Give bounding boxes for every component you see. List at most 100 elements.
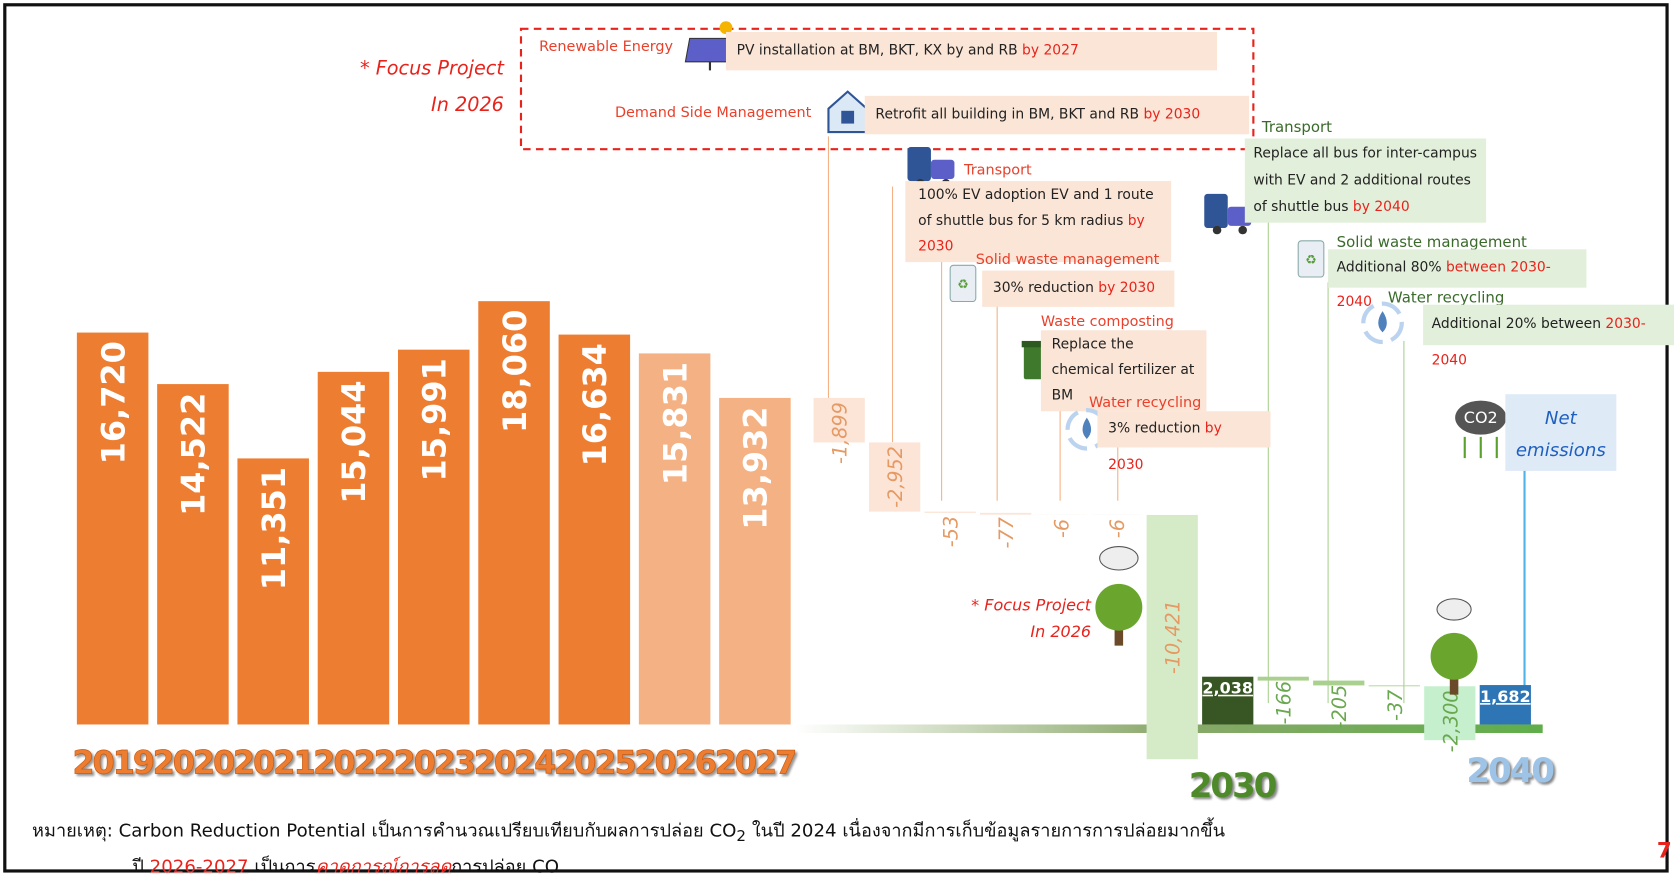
x-tick-label: 2025 bbox=[554, 744, 635, 782]
highlight: 2030-2040 bbox=[1431, 316, 1646, 369]
bar bbox=[76, 332, 149, 725]
note-text: หมายเหตุ: Carbon Reduction Potential เป็… bbox=[32, 820, 737, 842]
annotation-title: Renewable Energy bbox=[539, 34, 673, 61]
x-tick-label: 2040 bbox=[1466, 751, 1554, 791]
annotation-box: Additional 80% between 2030-2040 bbox=[1328, 249, 1587, 310]
value-label: 16,720 bbox=[94, 341, 132, 464]
annotation-title: Demand Side Management bbox=[615, 100, 811, 127]
bar bbox=[719, 397, 791, 725]
step-label: -53 bbox=[940, 516, 963, 547]
value-label: 11,351 bbox=[255, 467, 293, 590]
x-tick-label: 2024 bbox=[474, 744, 555, 782]
focus-text: * Focus Project bbox=[971, 595, 1092, 615]
annotation-title: Transport bbox=[1262, 115, 1332, 142]
step-label: -2,300 bbox=[1439, 691, 1462, 753]
highlight: by 2040 bbox=[1352, 199, 1410, 216]
total-bar bbox=[1202, 676, 1254, 725]
x-tick-label: 2021 bbox=[233, 744, 314, 782]
frame bbox=[3, 3, 1669, 873]
text: Replace the chemical fertilizer at BM bbox=[1051, 336, 1195, 404]
annotation-box: 30% reduction by 2030 bbox=[982, 270, 1175, 307]
tree-icon bbox=[1095, 546, 1143, 646]
focus-text: In 2026 bbox=[431, 93, 504, 117]
annotation-box: Retrofit all building in BM, BKT and RB … bbox=[864, 95, 1250, 135]
step-label: -1,899 bbox=[829, 402, 852, 464]
bar bbox=[478, 301, 550, 725]
value-label: 14,522 bbox=[175, 393, 213, 516]
net-text: Net emissions bbox=[1515, 408, 1606, 462]
highlight: by 2030 bbox=[1098, 280, 1156, 297]
text: 100% EV adoption EV and 1 route of shutt… bbox=[918, 187, 1154, 230]
x-tick-label: 2019 bbox=[72, 744, 153, 782]
co2-text: CO2 bbox=[1464, 408, 1498, 427]
x-tick-label: 2022 bbox=[313, 744, 394, 782]
title: Transport bbox=[964, 161, 1032, 179]
total-value-label: 2,038 bbox=[1202, 679, 1253, 698]
total-bar bbox=[1479, 685, 1531, 725]
note-line: หมายเหตุ: Carbon Reduction Potential เป็… bbox=[32, 816, 1225, 845]
note-text: ปี bbox=[132, 856, 150, 874]
step-label: -6 bbox=[1051, 519, 1074, 538]
annotation-box: Replace the chemical fertilizer at BM bbox=[1040, 330, 1207, 412]
x-tick-label: 2026 bbox=[634, 744, 715, 782]
tree-icon bbox=[1430, 598, 1478, 695]
highlight: by 2030 bbox=[918, 213, 1145, 255]
water-icon bbox=[1361, 301, 1404, 345]
note-text: ในปี 2024 เนื่องจากมีการเก็บข้อมูลรายการ… bbox=[746, 820, 1226, 842]
value-label: 15,991 bbox=[415, 358, 453, 481]
text: 30% reduction bbox=[992, 280, 1099, 297]
value-label: 16,634 bbox=[576, 343, 614, 466]
text: Additional 80% bbox=[1336, 259, 1446, 276]
annotation-title: Solid waste management bbox=[1337, 230, 1527, 257]
note-text: การปล่อย CO bbox=[451, 856, 560, 874]
svg-text:♻: ♻ bbox=[957, 278, 968, 293]
text: Replace all bus for inter-campus with EV… bbox=[1253, 145, 1478, 216]
highlight: by 2030 bbox=[1143, 106, 1201, 123]
annotation-title: Water recycling bbox=[1089, 390, 1201, 417]
focus-text: * Focus Project bbox=[359, 57, 504, 80]
step-label: -77 bbox=[995, 516, 1018, 548]
x-tick-label: 2020 bbox=[153, 744, 234, 782]
step-label: -10,421 bbox=[1162, 600, 1185, 674]
step-label: -205 bbox=[1328, 685, 1351, 729]
svg-text:♻: ♻ bbox=[1305, 253, 1316, 268]
text: 3% reduction bbox=[1108, 420, 1205, 437]
bin-icon: ♻ bbox=[949, 264, 977, 303]
bar bbox=[157, 384, 229, 725]
step-bar bbox=[813, 397, 865, 443]
step-label: -6 bbox=[1106, 519, 1129, 538]
solar-icon bbox=[684, 21, 736, 71]
note-sub: 2 bbox=[736, 828, 747, 846]
annotation-box: 100% EV adoption EV and 1 route of shutt… bbox=[905, 181, 1172, 263]
annotation-title: Transport bbox=[964, 158, 1032, 185]
value-label: 13,932 bbox=[737, 406, 775, 529]
text: Retrofit all building in BM, BKT and RB bbox=[875, 106, 1144, 123]
x-tick-label: 2030 bbox=[1189, 766, 1277, 806]
focus-label: * Focus Project In 2026 bbox=[939, 592, 1091, 645]
highlight: by 2027 bbox=[1022, 42, 1079, 59]
value-label: 18,060 bbox=[496, 310, 534, 433]
step-label: -166 bbox=[1273, 681, 1296, 725]
annotation-box: PV installation at BM, BKT, KX by and RB… bbox=[725, 31, 1218, 71]
title: Waste composting bbox=[1040, 313, 1174, 331]
net-box: Net emissions bbox=[1505, 394, 1617, 471]
annotation-box: 3% reduction by 2030 bbox=[1097, 411, 1271, 473]
step-bar bbox=[1313, 680, 1365, 686]
annotation-title: Waste composting bbox=[1041, 309, 1174, 336]
text: Additional 20% between bbox=[1431, 316, 1606, 333]
title: Solid waste management bbox=[1336, 234, 1527, 252]
leader-lines bbox=[827, 136, 1119, 501]
value-label: 15,831 bbox=[656, 362, 694, 485]
step-bar bbox=[1146, 514, 1198, 760]
title: Transport bbox=[1261, 119, 1333, 137]
bar bbox=[398, 349, 470, 725]
title: Water recycling bbox=[1088, 394, 1202, 412]
page-text: 7 bbox=[1656, 837, 1672, 863]
step-bar bbox=[1424, 686, 1476, 741]
bar bbox=[237, 458, 309, 725]
title: Water recycling bbox=[1387, 289, 1505, 307]
x-tick-label: 2027 bbox=[715, 744, 796, 782]
step-label: -2,952 bbox=[884, 446, 907, 508]
title: Demand Side Management bbox=[614, 104, 812, 122]
